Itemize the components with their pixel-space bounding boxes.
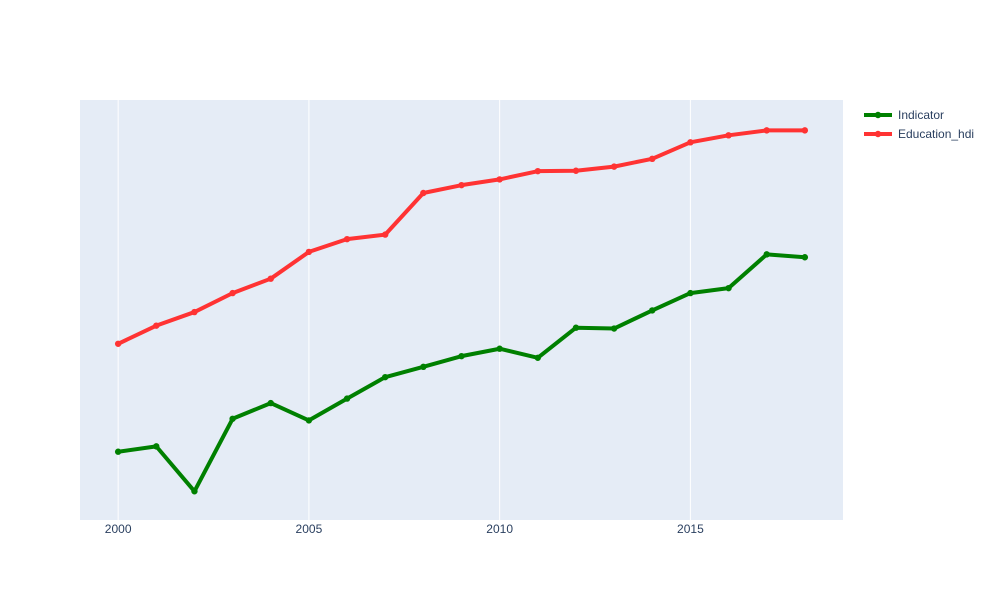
data-point-education-hdi-2000[interactable] [114, 340, 122, 347]
data-point-indicator-2014[interactable] [649, 307, 656, 314]
data-point-education-hdi-2003[interactable] [229, 289, 236, 297]
data-point-education-hdi-2012[interactable] [572, 167, 580, 174]
data-point-indicator-2018[interactable] [801, 254, 809, 261]
data-point-education-hdi-2004[interactable] [267, 275, 274, 282]
data-point-education-hdi-2016[interactable] [725, 132, 732, 139]
data-point-education-hdi-2011[interactable] [534, 167, 541, 175]
data-point-education-hdi-2009[interactable] [458, 181, 465, 189]
data-point-education-hdi-2013[interactable] [610, 163, 618, 170]
data-point-indicator-2006[interactable] [343, 395, 351, 402]
data-point-education-hdi-2010[interactable] [496, 176, 503, 183]
data-point-indicator-2007[interactable] [382, 373, 389, 381]
x-tick-label-2015: 2015 [677, 522, 704, 536]
legend-item-indicator[interactable]: Indicator [864, 108, 944, 122]
data-point-indicator-2015[interactable] [687, 289, 694, 297]
x-axis-ticks: 2000 2005 2010 2015 [105, 522, 704, 536]
data-point-education-hdi-2015[interactable] [687, 139, 694, 146]
data-point-education-hdi-2006[interactable] [343, 235, 351, 243]
x-tick-label-2005: 2005 [296, 522, 323, 536]
data-point-education-hdi-2007[interactable] [382, 231, 389, 238]
data-point-indicator-2011[interactable] [534, 354, 541, 361]
series-layer [114, 127, 809, 495]
legend-swatch-marker-indicator [874, 111, 882, 119]
data-point-education-hdi-2014[interactable] [649, 155, 656, 162]
data-point-indicator-2001[interactable] [153, 443, 160, 450]
legend-swatch-marker-education-hdi [874, 130, 882, 138]
data-point-indicator-2010[interactable] [496, 345, 503, 352]
legend-label-indicator: Indicator [898, 108, 944, 122]
data-point-indicator-2003[interactable] [229, 415, 236, 422]
data-point-education-hdi-2005[interactable] [305, 248, 313, 256]
data-point-education-hdi-2017[interactable] [763, 127, 770, 134]
legend-label-education-hdi: Education_hdi [898, 127, 974, 141]
x-tick-label-2010: 2010 [486, 522, 513, 536]
data-point-education-hdi-2008[interactable] [420, 189, 427, 197]
legend-item-education-hdi[interactable]: Education_hdi [864, 127, 974, 141]
data-point-indicator-2008[interactable] [420, 363, 427, 371]
plot-background [80, 100, 843, 520]
data-point-indicator-2000[interactable] [114, 448, 122, 455]
data-point-education-hdi-2001[interactable] [153, 322, 160, 329]
data-point-indicator-2005[interactable] [305, 417, 313, 424]
legend[interactable]: Indicator Education_hdi [864, 108, 974, 141]
x-tick-label-2000: 2000 [105, 522, 132, 536]
data-point-indicator-2013[interactable] [610, 325, 618, 332]
data-point-indicator-2017[interactable] [763, 251, 770, 258]
data-point-education-hdi-2002[interactable] [191, 308, 198, 316]
data-point-indicator-2004[interactable] [267, 399, 274, 407]
series-education-hdi [114, 127, 809, 347]
data-point-education-hdi-2018[interactable] [801, 127, 809, 134]
data-point-indicator-2002[interactable] [191, 488, 198, 495]
data-point-indicator-2012[interactable] [572, 324, 580, 331]
data-point-indicator-2009[interactable] [458, 352, 465, 360]
series-indicator [114, 251, 809, 495]
data-point-indicator-2016[interactable] [725, 284, 732, 292]
